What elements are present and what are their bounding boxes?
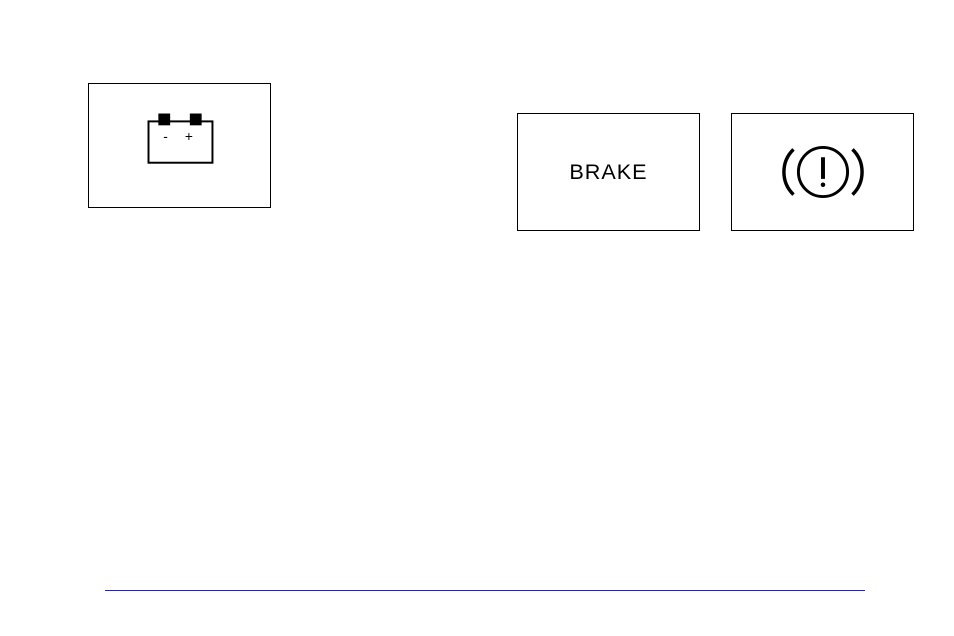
battery-terminal-left [158,114,170,126]
brake-text-icon-box: BRAKE [517,113,700,231]
battery-warning-icon-box: - + [88,83,271,208]
brake-warning-icon [732,114,913,230]
brake-warning-icon-box [731,113,914,231]
brake-warn-bang-bar [821,157,825,179]
brake-warn-arc-right [852,149,862,194]
brake-warn-arc-left [784,149,794,194]
brake-text-icon: BRAKE [518,114,699,230]
page-canvas: - + BRAKE [0,0,954,636]
brake-warn-bang-dot [821,183,826,188]
battery-icon: - + [89,84,270,207]
battery-minus-label: - [163,129,168,144]
brake-label: BRAKE [569,159,647,184]
battery-terminal-right [190,114,202,126]
battery-plus-label: + [185,129,193,144]
battery-body [149,121,213,162]
footer-rule [105,590,865,591]
